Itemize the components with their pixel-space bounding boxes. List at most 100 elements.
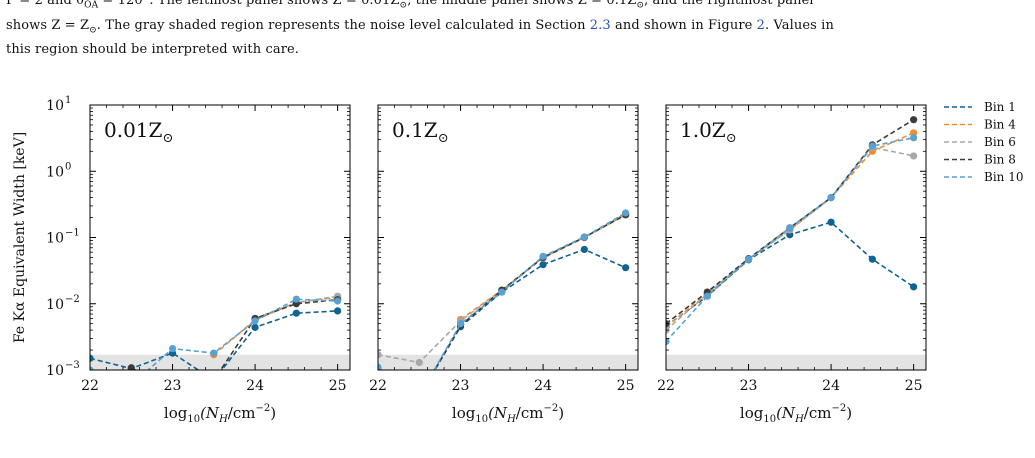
figure-link[interactable]: 2 bbox=[756, 17, 766, 33]
x-axis-label-part: −2 bbox=[831, 403, 846, 414]
data-point bbox=[666, 337, 670, 346]
y-tick-exponent: 0 bbox=[65, 161, 71, 172]
x-axis-label-part: H bbox=[218, 414, 228, 425]
data-point bbox=[378, 369, 380, 370]
data-point bbox=[415, 358, 423, 367]
x-axis-label-part: −2 bbox=[255, 403, 270, 414]
y-tick-exponent: −3 bbox=[65, 360, 80, 371]
panel-label: 0.1Z⊙ bbox=[392, 118, 449, 146]
noise-band bbox=[666, 354, 926, 370]
x-axis-label-part: H bbox=[794, 414, 804, 425]
x-axis-label-part: ) bbox=[558, 404, 564, 422]
data-point bbox=[786, 224, 794, 232]
x-tick-label: 25 bbox=[617, 378, 635, 394]
data-point bbox=[622, 209, 630, 217]
panel-label-subscript: ⊙ bbox=[162, 131, 173, 146]
data-point bbox=[539, 252, 547, 260]
legend: Bin 1 Bin 4 Bin 6 Bin 8 Bin 10 bbox=[944, 100, 1023, 184]
y-tick-label: 10 bbox=[46, 98, 64, 114]
figure-caption: Γ = 2 and θOA = 120°. The leftmost panel… bbox=[6, 0, 1030, 60]
legend-label-bin-10: Bin 10 bbox=[984, 170, 1023, 184]
data-point bbox=[416, 393, 423, 400]
x-axis-label-part: (N bbox=[776, 404, 796, 422]
x-axis-label-part: (N bbox=[200, 404, 220, 422]
data-point bbox=[292, 309, 300, 317]
y-tick-label: 10 bbox=[46, 231, 64, 247]
data-point bbox=[90, 366, 94, 370]
data-point bbox=[910, 116, 918, 124]
data-point bbox=[210, 377, 217, 384]
noise-band bbox=[90, 354, 350, 370]
x-axis-label-part: ) bbox=[846, 404, 852, 422]
section-link[interactable]: 2.3 bbox=[589, 17, 611, 33]
data-point bbox=[539, 260, 547, 269]
x-axis-label-part: −2 bbox=[543, 403, 558, 414]
x-axis-label: log10(NH/cm−2) bbox=[740, 403, 852, 425]
x-axis-label-part: H bbox=[506, 414, 516, 425]
x-tick-label: 24 bbox=[534, 378, 552, 394]
noise-band bbox=[378, 354, 638, 370]
data-point bbox=[251, 317, 259, 325]
legend-label-bin-6: Bin 6 bbox=[984, 135, 1016, 149]
x-axis-label-part: 10 bbox=[475, 414, 488, 425]
y-tick-label: 10 bbox=[46, 164, 64, 180]
x-axis-label-part: log bbox=[452, 404, 476, 422]
x-axis-label-part: (N bbox=[488, 404, 508, 422]
x-axis-label-part: /cm bbox=[516, 404, 544, 422]
data-point bbox=[744, 255, 753, 263]
x-axis-label-part: log bbox=[164, 404, 188, 422]
x-tick-label: 22 bbox=[81, 378, 99, 394]
y-tick-exponent: 1 bbox=[65, 95, 71, 106]
x-tick-label: 22 bbox=[657, 378, 675, 394]
series-line-bin-10 bbox=[90, 298, 338, 370]
legend-label-bin-8: Bin 8 bbox=[984, 153, 1016, 167]
x-tick-label: 23 bbox=[164, 378, 182, 394]
x-tick-label: 23 bbox=[740, 378, 758, 394]
x-axis-label: log10(NH/cm−2) bbox=[164, 403, 276, 425]
series-group bbox=[666, 116, 918, 346]
panel-label-subscript: ⊙ bbox=[726, 131, 737, 146]
data-point bbox=[703, 292, 711, 300]
x-axis-label-part: 10 bbox=[187, 414, 200, 425]
data-point bbox=[498, 288, 506, 296]
series-line-bin-6 bbox=[666, 146, 914, 331]
x-tick-label: 23 bbox=[452, 378, 470, 394]
x-axis-label-part: 10 bbox=[763, 414, 776, 425]
x-tick-label: 24 bbox=[246, 378, 264, 394]
y-tick-label: 10 bbox=[46, 363, 64, 379]
legend-label-bin-1: Bin 1 bbox=[984, 100, 1016, 114]
data-point bbox=[210, 377, 217, 384]
data-point bbox=[168, 345, 177, 353]
series-line-bin-8 bbox=[433, 214, 627, 370]
data-point bbox=[910, 283, 918, 291]
x-axis-label-part: /cm bbox=[228, 404, 256, 422]
data-point bbox=[910, 134, 918, 142]
data-point bbox=[827, 218, 835, 226]
x-tick-label: 22 bbox=[369, 378, 387, 394]
data-point bbox=[868, 142, 876, 150]
series-line-bin-4 bbox=[213, 296, 338, 356]
data-point bbox=[622, 264, 630, 272]
data-point bbox=[334, 297, 342, 305]
data-point bbox=[210, 349, 218, 357]
data-point bbox=[378, 363, 382, 370]
panel-frame bbox=[377, 104, 639, 371]
y-tick-label: 10 bbox=[46, 297, 64, 313]
x-tick-label: 25 bbox=[329, 378, 347, 394]
data-point bbox=[334, 307, 342, 315]
data-point bbox=[90, 354, 94, 362]
series-group bbox=[90, 292, 342, 384]
x-tick-label: 25 bbox=[905, 378, 923, 394]
panel-frame bbox=[665, 104, 927, 371]
panel-frame bbox=[89, 104, 351, 371]
series-line-bin-10 bbox=[666, 136, 914, 342]
data-point bbox=[910, 152, 918, 160]
y-tick-exponent: −1 bbox=[65, 228, 80, 239]
data-point bbox=[580, 245, 588, 254]
panel-3: 22 23 24 25 log10(NH/cm−2) 1.0Z⊙ bbox=[657, 104, 927, 425]
data-point bbox=[910, 129, 918, 137]
data-point bbox=[827, 194, 835, 202]
y-tick-exponent: −2 bbox=[65, 294, 80, 305]
